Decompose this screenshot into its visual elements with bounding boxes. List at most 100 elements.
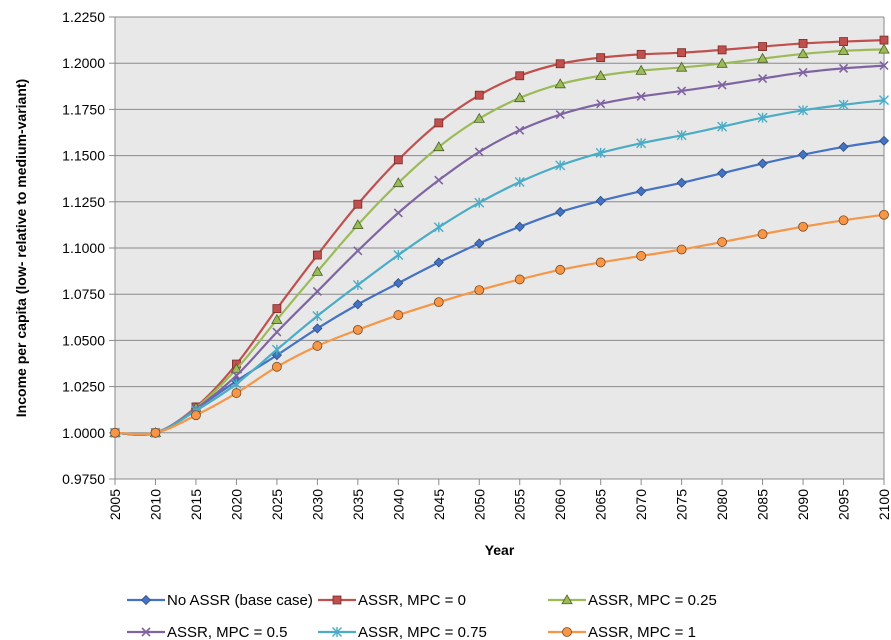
- data-point: [595, 147, 606, 158]
- series-line: [114, 39, 885, 436]
- data-point: [675, 61, 688, 72]
- data-point: [312, 311, 323, 322]
- data-point: [474, 285, 485, 296]
- data-point: [272, 327, 282, 337]
- data-point: [716, 57, 728, 68]
- data-point: [595, 257, 606, 268]
- data-point: [879, 61, 889, 71]
- y-tick-label: 1.1500: [62, 148, 105, 164]
- data-point: [879, 35, 889, 45]
- legend-label: ASSR, MPC = 1: [588, 624, 696, 640]
- data-point: [676, 244, 687, 255]
- data-point: [636, 91, 646, 102]
- y-tick-label: 1.0000: [62, 425, 105, 441]
- series-group: [109, 35, 890, 438]
- data-point: [150, 427, 161, 438]
- x-tick-label: 2095: [836, 489, 852, 520]
- legend-marker: [561, 594, 573, 605]
- legend-item: No ASSR (base case): [127, 592, 313, 609]
- data-point: [352, 324, 363, 335]
- data-point: [595, 195, 606, 206]
- data-point: [757, 112, 768, 123]
- data-point: [837, 45, 850, 55]
- data-point: [231, 370, 241, 381]
- x-tick-label: 2025: [269, 489, 285, 520]
- data-point: [352, 219, 364, 230]
- legend-marker: [141, 627, 151, 637]
- data-point: [798, 105, 809, 116]
- data-point: [879, 209, 889, 220]
- data-point: [352, 299, 363, 310]
- data-point: [596, 53, 606, 63]
- data-point: [555, 59, 565, 69]
- x-tick-label: 2100: [876, 489, 891, 520]
- data-point: [271, 313, 283, 324]
- series-6: [110, 209, 889, 438]
- x-tick-label: 2005: [107, 489, 123, 520]
- data-point: [636, 138, 647, 149]
- y-axis-ticks: 0.9750 1.0000 1.0250 1.0500 1.0750 1.1000 1.12…: [62, 9, 115, 487]
- legend: No ASSR (base case) ASSR, MPC = 0 ASSR, MP…: [127, 592, 717, 640]
- data-point: [393, 250, 404, 261]
- data-point: [110, 427, 120, 438]
- legend-label: ASSR, MPC = 0: [358, 592, 466, 609]
- series-4: [110, 61, 889, 438]
- data-point: [838, 215, 849, 226]
- y-tick-label: 1.0750: [62, 286, 105, 302]
- data-point: [433, 257, 444, 268]
- data-point: [515, 71, 525, 81]
- x-tick-label: 2075: [674, 489, 690, 520]
- data-point: [798, 39, 808, 48]
- x-tick-label: 2050: [471, 489, 487, 520]
- data-point: [272, 304, 282, 314]
- data-point: [515, 125, 525, 135]
- data-point: [353, 246, 363, 256]
- y-axis-title: Income per capita (low- relative to medi…: [13, 79, 29, 417]
- data-point: [230, 363, 243, 374]
- data-point: [798, 221, 808, 232]
- data-point: [596, 99, 606, 109]
- x-tick-label: 2010: [147, 489, 163, 520]
- data-point: [312, 286, 322, 296]
- data-point: [433, 141, 445, 152]
- data-point: [758, 42, 767, 51]
- data-point: [352, 279, 363, 290]
- legend-item: ASSR, MPC = 0: [318, 592, 466, 609]
- data-point: [839, 37, 848, 46]
- legend-item: ASSR, MPC = 1: [548, 624, 696, 640]
- data-point: [312, 323, 323, 334]
- data-point: [393, 310, 404, 320]
- data-point: [756, 52, 769, 63]
- legend-label: ASSR, MPC = 0.5: [167, 624, 287, 640]
- data-point: [514, 221, 525, 232]
- data-point: [514, 92, 526, 103]
- legend-marker: [332, 595, 342, 605]
- data-point: [838, 63, 849, 73]
- data-point: [676, 177, 687, 188]
- data-point: [474, 90, 484, 100]
- legend-label: ASSR, MPC = 0.75: [358, 624, 487, 640]
- data-point: [353, 199, 363, 209]
- data-point: [555, 160, 566, 171]
- data-point: [393, 278, 404, 289]
- data-point: [474, 147, 484, 157]
- data-point: [636, 251, 647, 261]
- x-axis-title: Year: [485, 542, 515, 558]
- data-point: [717, 168, 728, 179]
- data-point: [433, 297, 444, 308]
- data-point: [393, 208, 403, 218]
- data-point: [474, 197, 485, 208]
- data-point: [636, 49, 646, 59]
- x-tick-label: 2055: [512, 489, 528, 520]
- data-point: [312, 250, 322, 260]
- data-point: [594, 69, 607, 80]
- y-tick-label: 1.0500: [62, 332, 105, 348]
- legend-marker: [140, 594, 152, 606]
- data-point: [393, 155, 403, 165]
- data-point: [717, 121, 728, 132]
- x-axis-ticks: 2005 2010 2015 2020 2025 2030 2035 2040 2045 2050…: [107, 479, 891, 520]
- data-point: [878, 135, 890, 146]
- data-point: [555, 110, 565, 120]
- data-point: [797, 48, 809, 59]
- data-point: [231, 378, 242, 389]
